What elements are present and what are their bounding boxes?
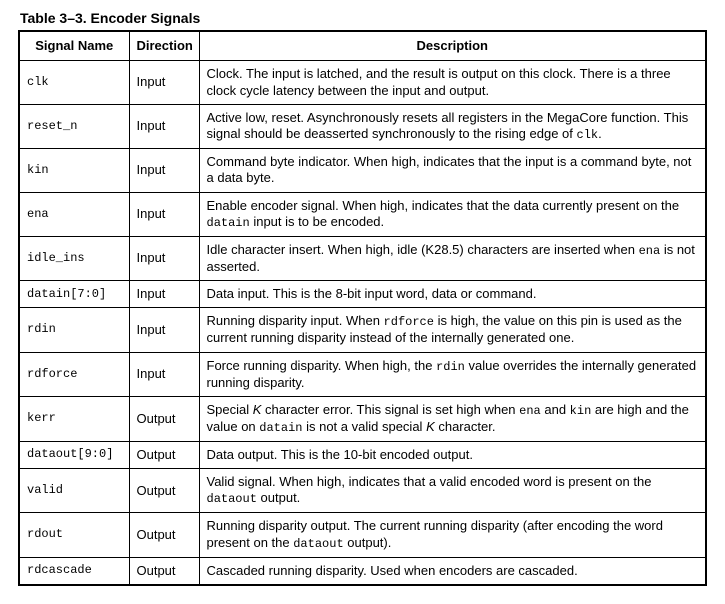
direction-cell: Input [129,352,199,396]
description-cell: Force running disparity. When high, the … [199,352,706,396]
code-text: kin [570,404,592,418]
desc-text: character error. This signal is set high… [261,402,519,417]
desc-text: output. [257,490,300,505]
code-text: rdin [436,360,465,374]
table-row: reset_nInput Active low, reset. Asynchron… [19,104,706,148]
desc-text: character. [435,419,496,434]
signal-name-cell: valid [19,469,129,513]
signal-name-cell: clk [19,61,129,105]
signal-name-cell: rdout [19,513,129,557]
signal-name-cell: kin [19,149,129,193]
desc-text: . [598,126,602,141]
description-cell: Idle character insert. When high, idle (… [199,236,706,280]
desc-text: input is to be encoded. [250,214,384,229]
signal-name-cell: rdcascade [19,557,129,585]
signal-name-cell: reset_n [19,104,129,148]
table-row: rdinInputRunning disparity input. When r… [19,308,706,352]
signal-name-cell: rdin [19,308,129,352]
table-row: enaInput Enable encoder signal. When high… [19,192,706,236]
table-header-row: Signal Name Direction Description [19,31,706,61]
desc-text: Data input. This is the 8-bit input word… [207,286,537,301]
direction-cell: Input [129,308,199,352]
desc-text: Running disparity input. When [207,313,384,328]
direction-cell: Output [129,396,199,441]
code-text: datain [259,421,302,435]
table-row: rdoutOutput Running disparity output. The… [19,513,706,557]
table-row: dataout[9:0]Output Data output. This is t… [19,441,706,468]
direction-cell: Output [129,557,199,585]
direction-cell: Input [129,104,199,148]
code-text: datain [207,216,250,230]
signal-name-cell: ena [19,192,129,236]
desc-text: Valid signal. When high, indicates that … [207,474,652,489]
desc-text: is not a valid special [302,419,426,434]
direction-cell: Input [129,192,199,236]
description-cell: Running disparity output. The current ru… [199,513,706,557]
description-cell: Active low, reset. Asynchronously resets… [199,104,706,148]
table-row: rdcascadeOutput Cascaded running disparit… [19,557,706,585]
direction-cell: Output [129,513,199,557]
description-cell: Data output. This is the 10-bit encoded … [199,441,706,468]
direction-cell: Input [129,149,199,193]
signal-name-cell: dataout[9:0] [19,441,129,468]
desc-text: and [541,402,570,417]
table-title: Table 3–3. Encoder Signals [20,10,707,26]
desc-text: Active low, reset. Asynchronously resets… [207,110,689,141]
description-cell: Special K character error. This signal i… [199,396,706,441]
desc-text: Command byte indicator. When high, indic… [207,154,692,185]
description-cell: Valid signal. When high, indicates that … [199,469,706,513]
desc-text: Idle character insert. When high, idle (… [207,242,639,257]
description-cell: Command byte indicator. When high, indic… [199,149,706,193]
encoder-signals-table: Signal Name Direction Description clkInp… [18,30,707,586]
desc-text: Force running disparity. When high, the [207,358,437,373]
table-row: datain[7:0]Input Data input. This is the … [19,281,706,308]
table-row: clkInput Clock. The input is latched, and… [19,61,706,105]
table-row: validOutput Valid signal. When high, indi… [19,469,706,513]
table-row: idle_insInput Idle character insert. When… [19,236,706,280]
code-text: rdforce [384,315,434,329]
description-cell: Running disparity input. When rdforce is… [199,308,706,352]
desc-text: Special [207,402,253,417]
page: Table 3–3. Encoder Signals Signal Name D… [0,0,725,604]
code-text: clk [577,128,599,142]
description-cell: Enable encoder signal. When high, indica… [199,192,706,236]
code-text: ena [639,244,661,258]
desc-text: Data output. This is the 10-bit encoded … [207,447,473,462]
code-text: dataout [293,537,343,551]
description-cell: Clock. The input is latched, and the res… [199,61,706,105]
direction-cell: Input [129,236,199,280]
signal-name-cell: datain[7:0] [19,281,129,308]
direction-cell: Output [129,441,199,468]
italic-text: K [426,419,435,434]
header-direction: Direction [129,31,199,61]
direction-cell: Output [129,469,199,513]
desc-text: Clock. The input is latched, and the res… [207,66,671,97]
header-signal: Signal Name [19,31,129,61]
desc-text: Cascaded running disparity. Used when en… [207,563,578,578]
signal-name-cell: rdforce [19,352,129,396]
code-text: ena [519,404,541,418]
table-body: clkInputClock. The input is latched, and… [19,61,706,585]
desc-text: output). [344,535,392,550]
desc-text: Running disparity output. The current ru… [207,518,663,549]
desc-text: Enable encoder signal. When high, indica… [207,198,680,213]
table-row: kinInput Command byte indicator. When hig… [19,149,706,193]
signal-name-cell: kerr [19,396,129,441]
description-cell: Cascaded running disparity. Used when en… [199,557,706,585]
table-row: rdforceInputForce running disparity. Whe… [19,352,706,396]
description-cell: Data input. This is the 8-bit input word… [199,281,706,308]
direction-cell: Input [129,61,199,105]
table-row: kerrOutputSpecial K character error. Thi… [19,396,706,441]
signal-name-cell: idle_ins [19,236,129,280]
header-description: Description [199,31,706,61]
direction-cell: Input [129,281,199,308]
code-text: dataout [207,492,257,506]
